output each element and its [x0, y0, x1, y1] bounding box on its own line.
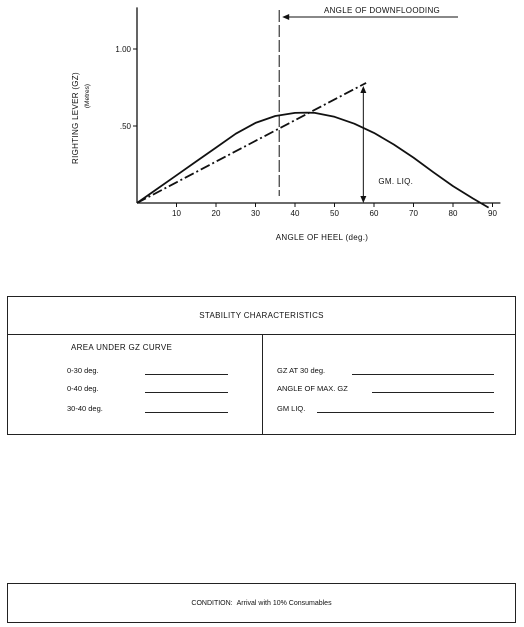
stability-characteristics-table: STABILITY CHARACTERISTICS AREA UNDER GZ … [7, 296, 516, 435]
blank-line [372, 392, 494, 393]
gm-liq-arrowhead-bottom [360, 196, 367, 203]
downflooding-arrowhead [282, 14, 290, 20]
x-tick-label: 90 [488, 209, 497, 218]
condition-label: CONDITION: [191, 599, 233, 607]
y-tick-label: .50 [120, 122, 132, 131]
area-heading: AREA UNDER GZ CURVE [71, 343, 173, 352]
row-label: ANGLE OF MAX. GZ [277, 384, 348, 393]
x-tick-label: 60 [370, 209, 379, 218]
x-tick-label: 80 [449, 209, 458, 218]
x-tick-label: 50 [330, 209, 339, 218]
x-tick-label: 30 [251, 209, 260, 218]
row-gm-liq: GM LIQ. [277, 404, 494, 413]
y-tick-label: 1.00 [115, 45, 131, 54]
area-row-label: 0-30 deg. [67, 366, 99, 375]
gz-curve [136, 111, 490, 209]
row-angle-max-gz: ANGLE OF MAX. GZ [277, 384, 494, 393]
chart-axes [136, 7, 501, 204]
y-axis-unit-label: (Metres) [84, 84, 91, 108]
x-tick-label: 70 [409, 209, 418, 218]
blank-line [145, 374, 228, 375]
blank-line [352, 374, 494, 375]
gm-tangent-line [136, 82, 367, 204]
condition-box: CONDITION: Arrival with 10% Consumables [7, 583, 516, 623]
gz-chart: 10 20 30 40 50 60 70 80 90 .50 1.00 ANGLE OF DOWNF… [71, 6, 501, 242]
downflooding-label: ANGLE OF DOWNFLOODING [324, 6, 440, 15]
gm-liq-label: GM. LIQ. [378, 177, 413, 186]
row-label: GM LIQ. [277, 404, 306, 413]
area-row-30-40: 30-40 deg. [67, 404, 228, 413]
chart-annotations: ANGLE OF DOWNFLOODING GM. LIQ. [278, 6, 458, 203]
x-tick-label: 10 [172, 209, 181, 218]
x-tick-label: 40 [291, 209, 300, 218]
y-axis-label: RIGHTING LEVER (GZ) [71, 72, 80, 164]
row-gz-at-30: GZ AT 30 deg. [277, 366, 494, 375]
chart-marks [136, 82, 490, 209]
area-row-label: 0-40 deg. [67, 384, 99, 393]
blank-line [145, 392, 228, 393]
area-under-curve-section: AREA UNDER GZ CURVE 0-30 deg. 0-40 deg. … [8, 334, 263, 434]
row-label: GZ AT 30 deg. [277, 366, 326, 375]
area-row-label: 30-40 deg. [67, 404, 103, 413]
area-row-0-30: 0-30 deg. [67, 366, 228, 375]
gm-liq-arrowhead-top [360, 85, 367, 93]
area-row-0-40: 0-40 deg. [67, 384, 228, 393]
x-tick-label: 20 [212, 209, 221, 218]
stability-body: AREA UNDER GZ CURVE 0-30 deg. 0-40 deg. … [8, 334, 515, 434]
blank-line [317, 412, 494, 413]
gz-characteristics-section: GZ AT 30 deg. ANGLE OF MAX. GZ GM LIQ. [263, 334, 515, 434]
stability-title: STABILITY CHARACTERISTICS [8, 297, 515, 335]
condition-value: Arrival with 10% Consumables [236, 599, 332, 607]
chart-ticks: 10 20 30 40 50 60 70 80 90 .50 1.00 [115, 45, 497, 218]
blank-line [145, 412, 228, 413]
x-axis-label: ANGLE OF HEEL (deg.) [276, 233, 368, 242]
